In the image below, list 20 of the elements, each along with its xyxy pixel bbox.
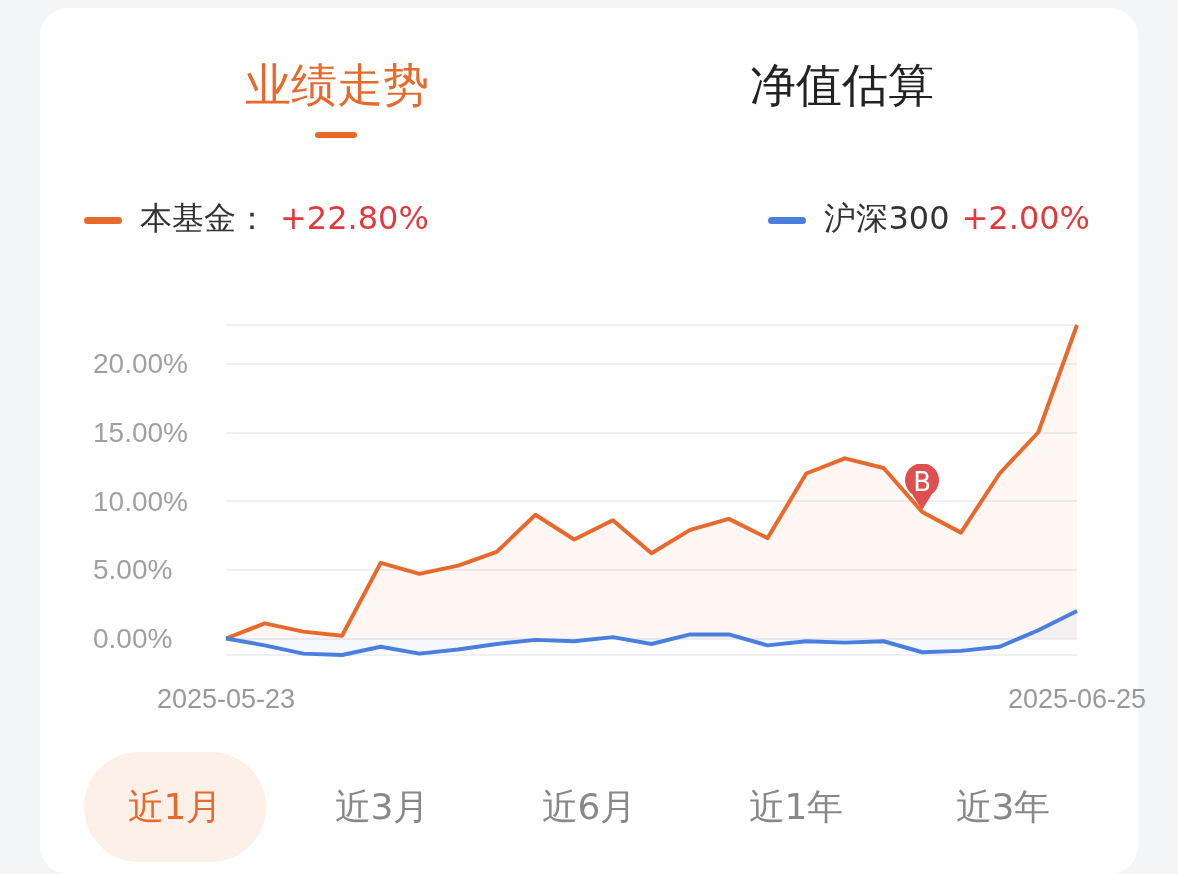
text: +2.00%: [961, 199, 1090, 237]
text: 近6月: [540, 785, 638, 829]
y-tick-label: 10.00%: [93, 485, 188, 517]
x-tick-label: 2025-06-25: [1007, 683, 1147, 714]
text: 近1年: [747, 785, 845, 829]
text: 近1月: [84, 752, 266, 862]
annotation: B: [912, 467, 933, 497]
text: 近3月: [333, 785, 431, 829]
chart-subtitle: 净值估算: [749, 57, 935, 114]
legend-label: 本基金：: [140, 199, 268, 237]
y-tick-label: 0.00%: [93, 623, 173, 654]
legend-label: 沪深300: [824, 199, 950, 237]
y-tick-label: 20.00%: [93, 348, 188, 379]
pin-icon: B: [904, 464, 941, 510]
x-tick-label: 2025-05-23: [156, 683, 296, 714]
text: +22.80%: [280, 199, 429, 237]
chart-title: 业绩走势: [244, 57, 430, 114]
y-tick-label: 15.00%: [93, 416, 188, 448]
text: 近3年: [954, 785, 1052, 829]
y-tick-label: 5.00%: [93, 554, 173, 586]
